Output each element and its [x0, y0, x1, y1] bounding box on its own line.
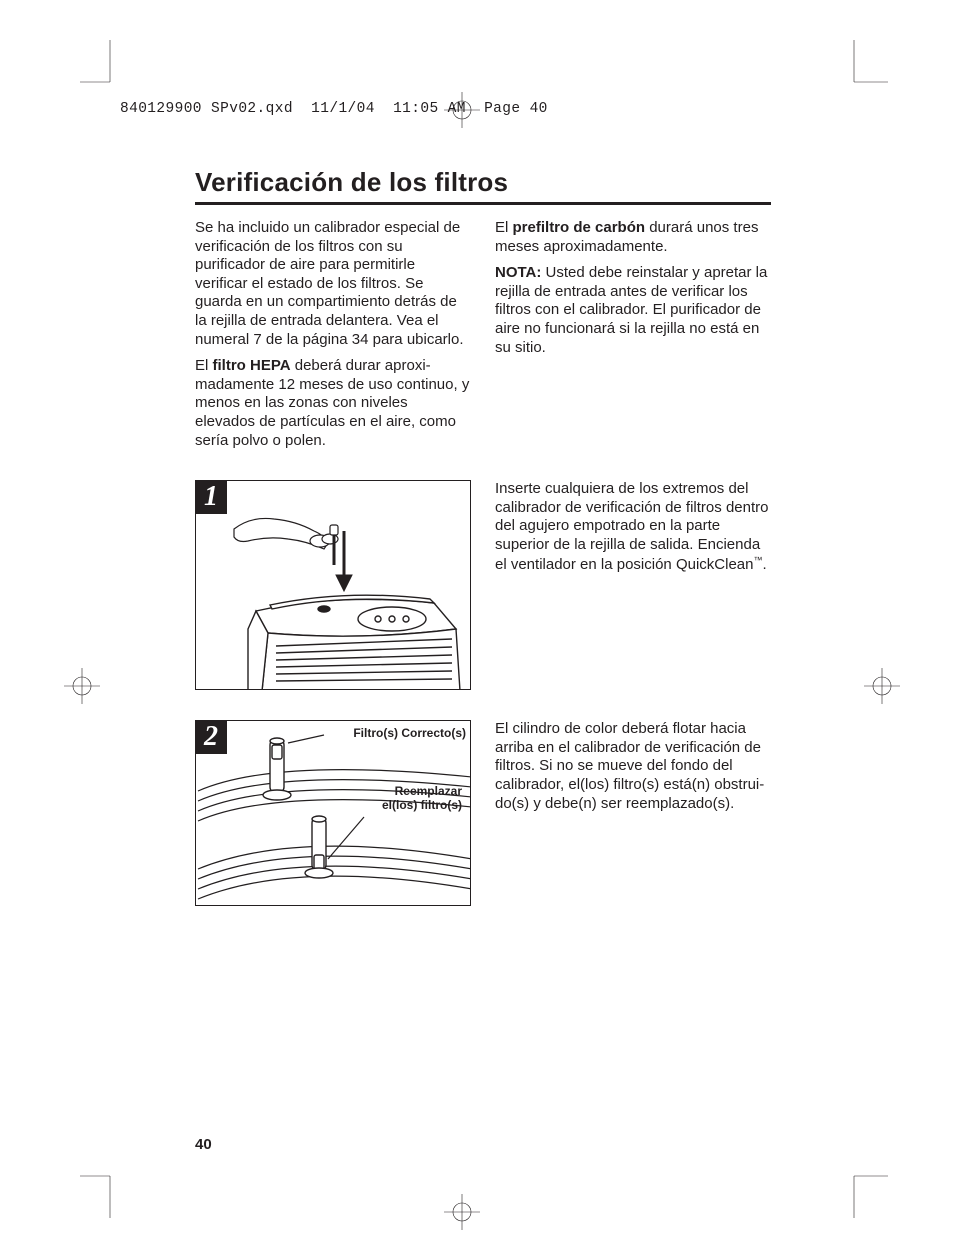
crop-mark-tl: [80, 40, 140, 100]
step-1-illustration: [196, 481, 471, 690]
header-time: 11:05 AM: [393, 101, 466, 117]
step-2: 2 Filtro(s) Correcto(s) Reemplazar el(lo…: [195, 720, 771, 906]
header-page: Page 40: [484, 101, 548, 117]
step-2-label-replace: Reemplazar el(los) filtro(s): [332, 785, 462, 813]
crop-mark-bl: [80, 1158, 140, 1218]
intro-columns: Se ha incluido un calibrador especial de…: [195, 219, 771, 458]
title-rule: [195, 202, 771, 205]
crop-mark-br: [848, 1158, 888, 1218]
steps: 1: [195, 480, 771, 906]
step-2-label-ok: Filtro(s) Correcto(s): [316, 727, 466, 741]
intro-p2: El filtro HEPA deberá durar aproxi­madam…: [195, 357, 471, 450]
intro-col-left: Se ha incluido un calibrador especial de…: [195, 219, 471, 458]
content-area: Verificación de los filtros Se ha inclui…: [195, 167, 771, 936]
crop-mark-tr: [848, 40, 888, 100]
step-1-text: Inserte cualquiera de los extremos del c…: [495, 480, 771, 690]
step-2-illustration: [196, 721, 471, 906]
page: 840129900 SPv02.qxd 11/1/04 11:05 AM Pag…: [0, 0, 954, 1235]
prepress-header: 840129900 SPv02.qxd 11/1/04 11:05 AM Pag…: [120, 101, 548, 117]
step-1-figure: 1: [195, 480, 471, 690]
intro-p4: NOTA: Usted debe reinstalar y apretar la…: [495, 264, 771, 357]
step-1: 1: [195, 480, 771, 690]
step-2-number: 2: [195, 720, 227, 754]
registration-mark-right: [862, 666, 902, 706]
intro-p1: Se ha incluido un calibrador especial de…: [195, 219, 471, 349]
intro-col-right: El prefiltro de carbón durará unos tres …: [495, 219, 771, 458]
header-date: 11/1/04: [311, 101, 375, 117]
registration-mark-left: [62, 666, 102, 706]
page-title: Verificación de los filtros: [195, 167, 771, 198]
step-1-number: 1: [195, 480, 227, 514]
header-filename: 840129900 SPv02.qxd: [120, 101, 293, 117]
page-number: 40: [195, 1136, 212, 1153]
step-2-text: El cilindro de color deberá flotar hacia…: [495, 720, 771, 906]
intro-p3: El prefiltro de carbón durará unos tres …: [495, 219, 771, 256]
registration-mark-bottom: [442, 1192, 482, 1232]
step-2-figure: 2 Filtro(s) Correcto(s) Reemplazar el(lo…: [195, 720, 471, 906]
